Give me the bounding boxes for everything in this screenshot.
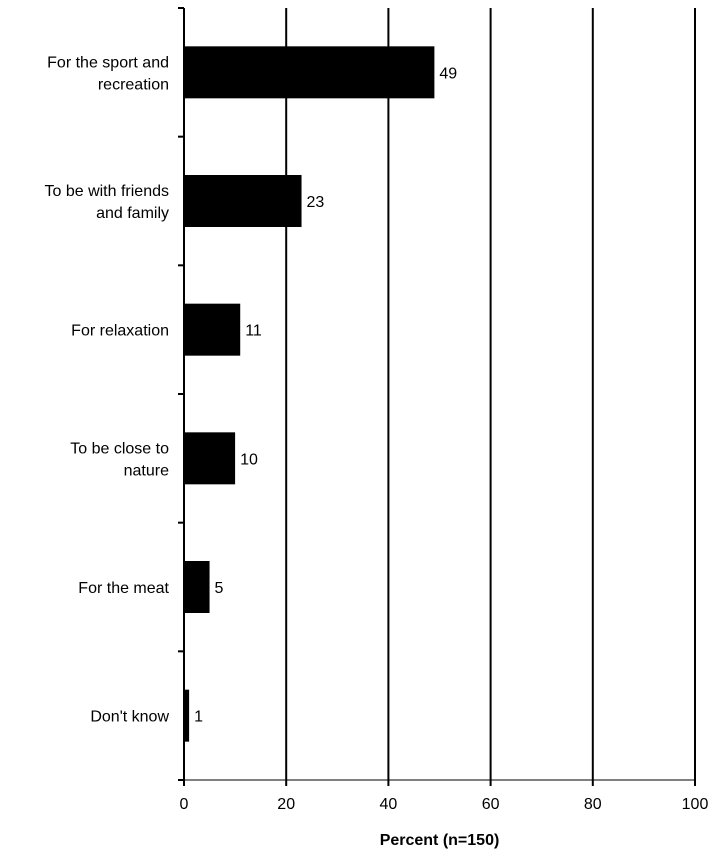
x-tick-label: 20 (277, 796, 295, 813)
category-label: For the meat (78, 580, 169, 597)
bar (184, 46, 435, 99)
bar (184, 432, 236, 485)
data-label: 1 (194, 709, 203, 726)
category-label: To be close to nature (70, 440, 169, 479)
category-label: For relaxation (71, 323, 169, 340)
x-tick-label: 60 (482, 796, 500, 813)
bar (184, 689, 190, 742)
category-label: To be with friends and family (44, 183, 169, 222)
category-label: Don't know (90, 709, 169, 726)
x-tick-label: 40 (380, 796, 398, 813)
data-label: 5 (215, 580, 224, 597)
bar (184, 175, 302, 227)
x-tick-label: 0 (180, 796, 189, 813)
x-tick-label: 80 (584, 796, 602, 813)
data-label: 23 (307, 194, 325, 211)
bar (184, 561, 210, 613)
category-label: For the sport and recreation (47, 54, 169, 93)
bar (184, 303, 241, 356)
x-axis-title: Percent (n=150) (380, 832, 500, 849)
data-label: 11 (245, 323, 262, 340)
labels: 0 20 40 60 80 100 49 For the sport and recreatio… (44, 54, 708, 813)
x-tick-label: 100 (682, 796, 709, 813)
axes (178, 7, 696, 786)
bars (184, 46, 435, 742)
data-label: 10 (240, 451, 258, 468)
data-label: 49 (439, 65, 457, 82)
grid-lines (285, 8, 696, 780)
